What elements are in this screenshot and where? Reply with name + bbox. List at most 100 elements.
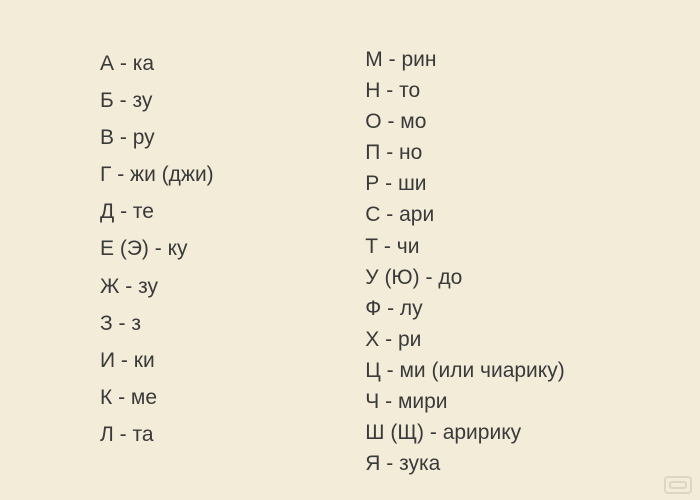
sound-label: мо [400,110,426,133]
sound-label: ка [133,52,154,75]
letter-label: А [100,52,114,75]
sound-label: зу [138,275,158,298]
entry-row: М - рин [365,48,660,71]
sound-label: те [133,200,154,223]
separator: - [114,200,133,223]
sound-label: мири [398,390,448,413]
entry-row: И - ки [100,349,365,372]
separator: - [378,235,397,258]
entry-row: Б - зу [100,89,365,112]
letter-label: Я [365,452,380,475]
entry-row: Х - ри [365,328,660,351]
entry-row: Р - ши [365,172,660,195]
sound-label: ку [168,237,188,260]
separator: - [383,48,402,71]
entry-row: В - ру [100,126,365,149]
separator: - [114,126,133,149]
letter-label: Е (Э) [100,237,149,260]
alphabet-table: А - ка Б - зу В - ру Г - жи (джи) Д - те Е (Э… [0,0,700,500]
separator: - [379,390,398,413]
left-column: А - ка Б - зу В - ру Г - жи (джи) Д - те Е (Э… [100,48,365,480]
sound-label: та [132,423,153,446]
entry-row: Н - то [365,79,660,102]
letter-label: И [100,349,115,372]
entry-row: П - но [365,141,660,164]
logo-icon [664,476,692,494]
separator: - [420,266,439,289]
separator: - [111,163,130,186]
letter-label: В [100,126,114,149]
letter-label: Н [365,79,380,102]
sound-label: з [131,312,141,335]
separator: - [149,237,168,260]
separator: - [113,312,132,335]
sound-label: чи [397,235,420,258]
sound-label: жи (джи) [130,163,214,186]
entry-row: Д - те [100,200,365,223]
sound-label: ари [399,203,434,226]
sound-label: ми (или чиарику) [399,359,564,382]
letter-label: Р [365,172,379,195]
letter-label: Ф [365,297,381,320]
separator: - [115,349,134,372]
letter-label: У (Ю) [365,266,419,289]
letter-label: С [365,203,380,226]
entry-row: Л - та [100,423,365,446]
entry-row: Т - чи [365,235,660,258]
separator: - [380,452,399,475]
letter-label: Х [365,328,379,351]
separator: - [379,328,398,351]
sound-label: до [438,266,462,289]
entry-row: Ч - мири [365,390,660,413]
separator: - [119,275,138,298]
letter-label: Т [365,235,378,258]
letter-label: Б [100,89,114,112]
entry-row: З - з [100,312,365,335]
entry-row: Г - жи (джи) [100,163,365,186]
letter-label: Ц [365,359,381,382]
sound-label: рин [401,48,436,71]
separator: - [114,52,133,75]
entry-row: К - ме [100,386,365,409]
letter-label: Д [100,200,114,223]
separator: - [382,110,401,133]
letter-label: Ч [365,390,379,413]
sound-label: зу [132,89,152,112]
sound-label: ши [398,172,427,195]
entry-row: Ц - ми (или чиарику) [365,359,660,382]
separator: - [424,421,443,444]
separator: - [112,386,131,409]
entry-row: А - ка [100,52,365,75]
sound-label: лу [400,297,423,320]
letter-label: Ш (Щ) [365,421,424,444]
entry-row: С - ари [365,203,660,226]
entry-row: Ж - зу [100,275,365,298]
sound-label: зука [399,452,440,475]
sound-label: ру [133,126,155,149]
right-column: М - рин Н - то О - мо П - но Р - ши С - ари Т … [365,48,660,480]
letter-label: К [100,386,112,409]
separator: - [381,297,400,320]
separator: - [379,172,398,195]
letter-label: М [365,48,383,71]
entry-row: Ш (Щ) - аририку [365,421,660,444]
separator: - [380,79,399,102]
entry-row: О - мо [365,110,660,133]
entry-row: Я - зука [365,452,660,475]
letter-label: Г [100,163,111,186]
entry-row: У (Ю) - до [365,266,660,289]
entry-row: Е (Э) - ку [100,237,365,260]
letter-label: О [365,110,381,133]
separator: - [380,141,399,164]
sound-label: аририку [443,421,521,444]
entry-row: Ф - лу [365,297,660,320]
sound-label: то [399,79,420,102]
sound-label: ри [398,328,421,351]
letter-label: Ж [100,275,119,298]
sound-label: ме [131,386,157,409]
letter-label: З [100,312,113,335]
separator: - [380,203,399,226]
separator: - [114,423,133,446]
sound-label: ки [134,349,155,372]
letter-label: П [365,141,380,164]
